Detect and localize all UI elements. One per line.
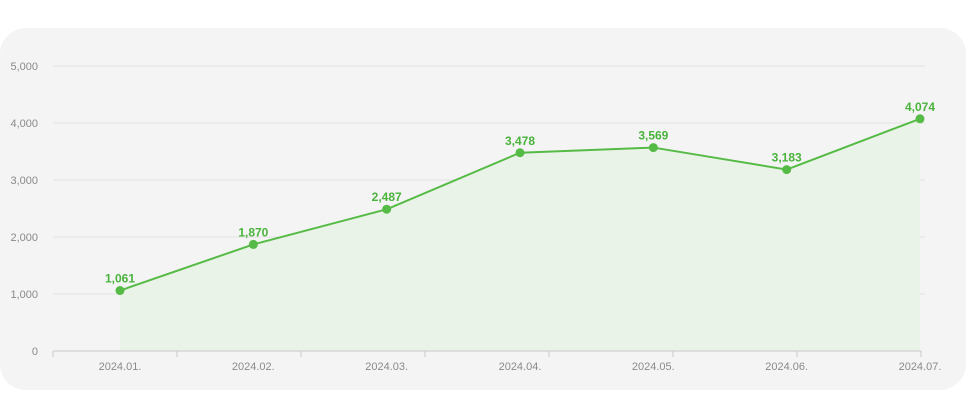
data-point[interactable]: [115, 286, 125, 296]
data-point[interactable]: [782, 165, 792, 175]
y-axis-ticks: 0 1,000 2,000 3,000 4,000 5,000: [10, 61, 38, 358]
y-tick-label: 5,000: [10, 61, 38, 73]
data-point[interactable]: [915, 114, 925, 124]
y-tick-label: 4,000: [10, 118, 38, 130]
y-tick-label: 1,000: [10, 289, 38, 301]
data-label: 2,487: [372, 190, 402, 204]
data-points: [115, 114, 925, 296]
x-tick-label: 2024.02.: [232, 361, 275, 373]
data-labels: 1,061 1,870 2,487 3,478 3,569 3,183 4,074: [105, 100, 935, 286]
data-label: 1,061: [105, 272, 135, 286]
data-label: 1,870: [238, 225, 268, 239]
x-axis: [52, 350, 922, 357]
data-point[interactable]: [248, 239, 258, 249]
data-point[interactable]: [515, 148, 525, 158]
data-point[interactable]: [382, 204, 392, 214]
x-tick-label: 2024.03.: [365, 361, 408, 373]
data-label: 3,478: [505, 134, 535, 148]
y-tick-label: 0: [32, 346, 38, 358]
x-tick-label: 2024.05.: [632, 361, 675, 373]
data-label: 4,074: [905, 100, 935, 114]
area-fill: [120, 118, 920, 351]
data-label: 3,183: [772, 151, 802, 165]
x-tick-label: 2024.01.: [99, 361, 142, 373]
y-tick-label: 3,000: [10, 175, 38, 187]
x-tick-label: 2024.06.: [765, 361, 808, 373]
x-axis-ticks: 2024.01. 2024.02. 2024.03. 2024.04. 2024.05.…: [99, 361, 942, 373]
data-point[interactable]: [648, 143, 658, 153]
y-tick-label: 2,000: [10, 232, 38, 244]
x-tick-label: 2024.04.: [499, 361, 542, 373]
data-label: 3,569: [638, 129, 668, 143]
x-tick-label: 2024.07.: [899, 361, 942, 373]
